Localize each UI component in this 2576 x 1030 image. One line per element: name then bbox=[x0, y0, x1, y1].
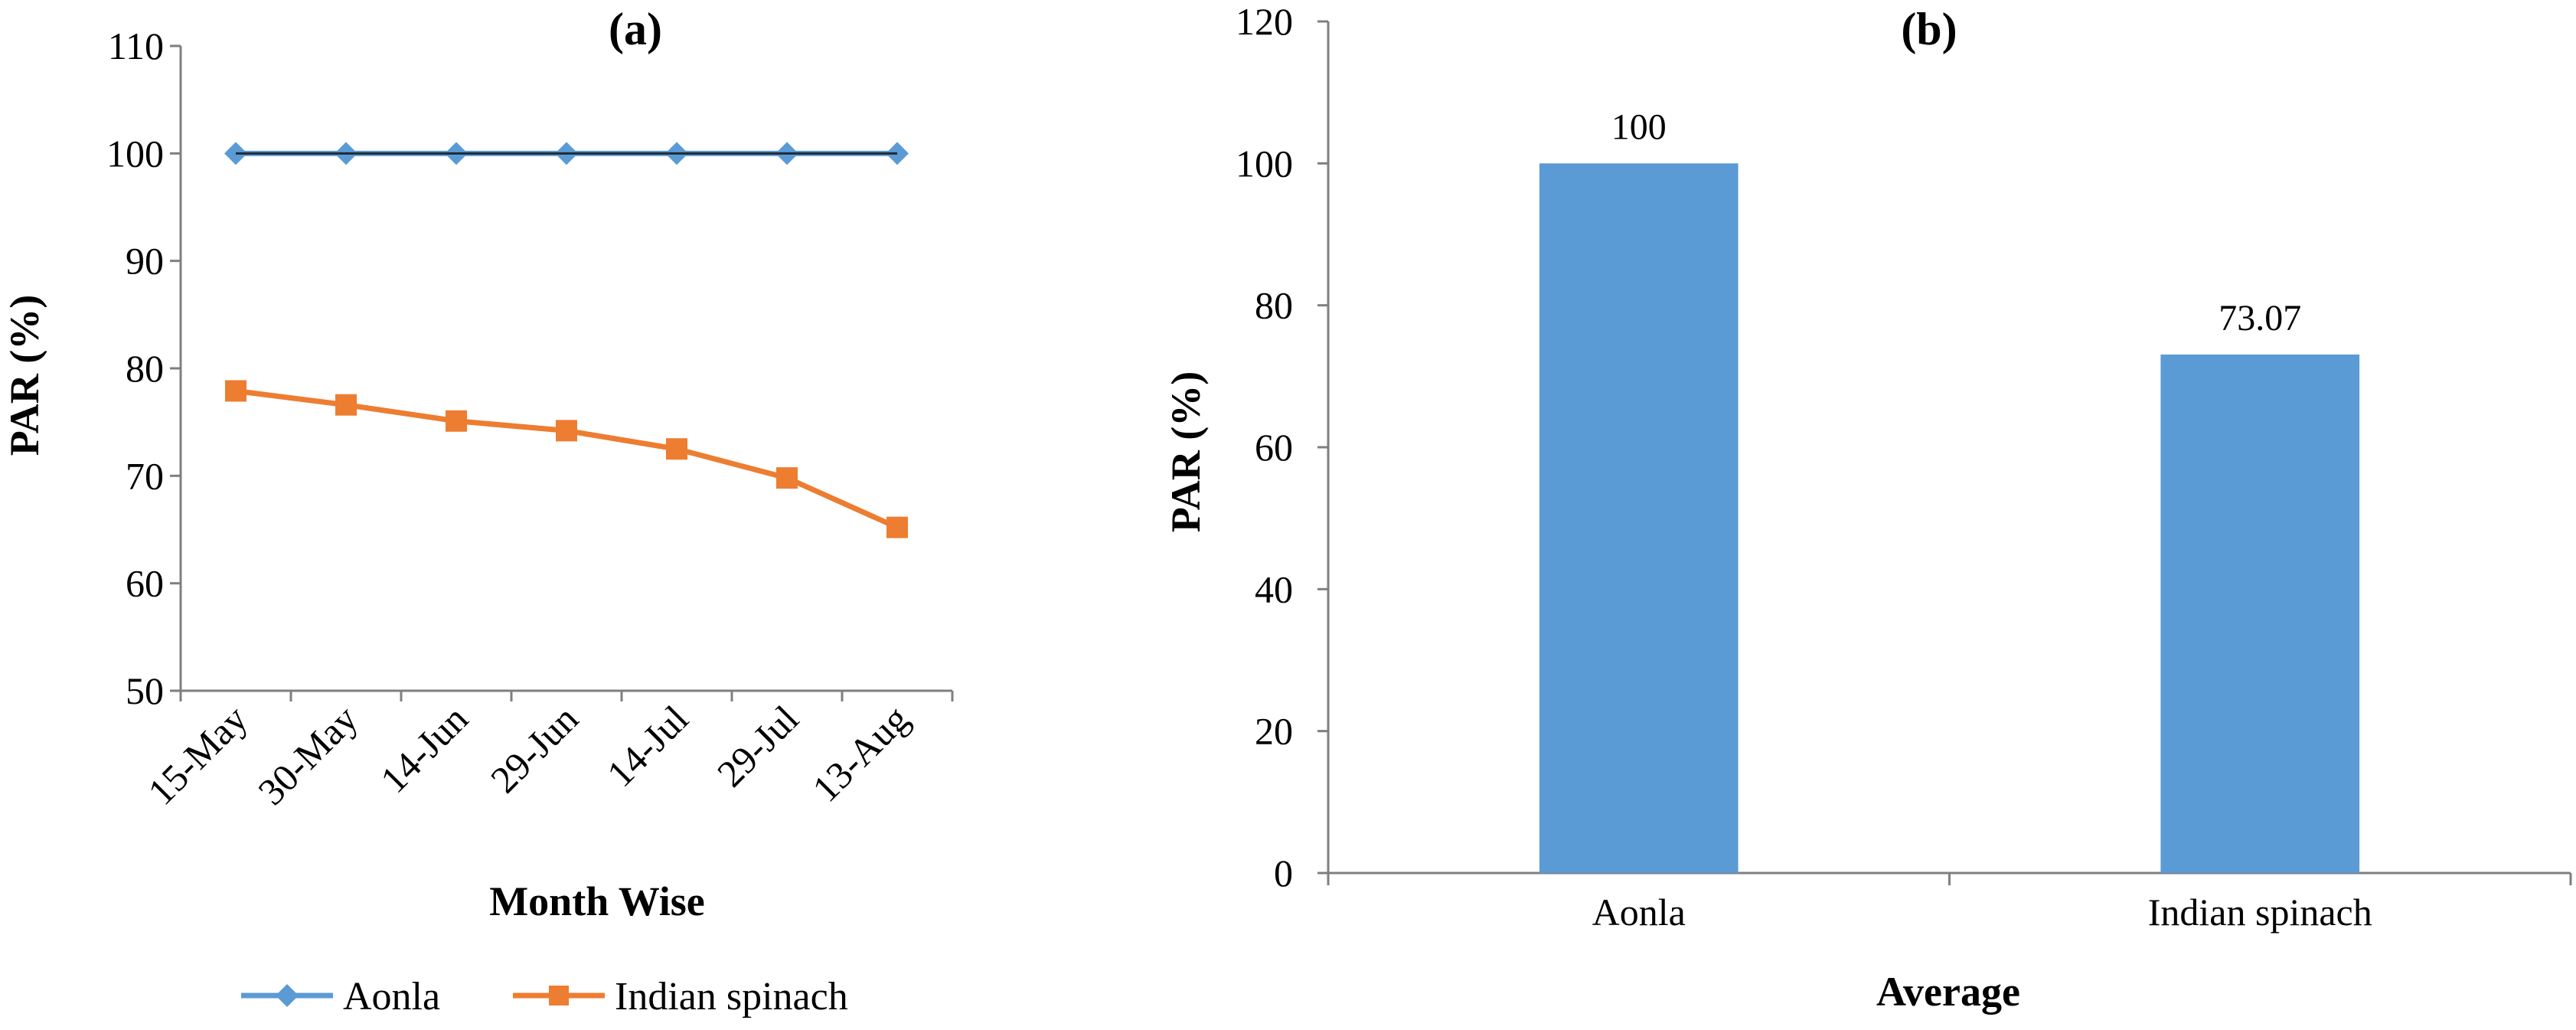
line-y-ticks: 50 60 70 80 90 100 110 bbox=[106, 25, 181, 712]
line-y-tick-label: 80 bbox=[126, 347, 164, 390]
line-x-tick-label: 14-Jul bbox=[599, 697, 697, 795]
bar-data-label-aonla: 100 bbox=[1611, 106, 1667, 147]
bar-chart-panel: (b) 0 20 40 60 80 100 120 100 Aonla 73.07 Indian … bbox=[1163, 0, 2572, 1015]
bar-y-ticks: 0 20 40 60 80 100 120 bbox=[1236, 0, 1328, 894]
bar-y-axis-title: PAR (%) bbox=[1163, 371, 1209, 532]
bar-y-tick-label: 40 bbox=[1255, 567, 1293, 610]
line-x-axis-title: Month Wise bbox=[489, 878, 705, 924]
panel-b-title: (b) bbox=[1901, 4, 1957, 54]
line-y-tick-label: 60 bbox=[126, 562, 164, 605]
line-x-tick-label: 29-Jun bbox=[482, 697, 586, 801]
legend-aonla-marker bbox=[276, 984, 299, 1007]
indian-spinach-point bbox=[446, 410, 467, 432]
indian-spinach-point bbox=[556, 420, 577, 442]
indian-spinach-point bbox=[666, 438, 687, 460]
legend-indian-spinach-label: Indian spinach bbox=[615, 975, 848, 1019]
line-x-tick-label: 30-May bbox=[250, 697, 366, 813]
legend: Aonla Indian spinach bbox=[241, 975, 848, 1019]
line-y-tick-label: 110 bbox=[108, 25, 164, 67]
legend-item-indian-spinach: Indian spinach bbox=[513, 975, 848, 1019]
bar-x-axis-title: Average bbox=[1876, 969, 2020, 1015]
bar-x-tick-label-indian-spinach: Indian spinach bbox=[2148, 891, 2372, 934]
indian-spinach-point bbox=[776, 467, 798, 489]
series-line-indian-spinach bbox=[235, 387, 899, 530]
line-x-tick-label: 29-Jul bbox=[709, 697, 807, 795]
bar-series: 100 Aonla 73.07 Indian spinach bbox=[1327, 106, 2572, 934]
indian-spinach-point bbox=[225, 380, 246, 402]
line-series bbox=[224, 142, 909, 538]
bar-y-tick-label: 20 bbox=[1255, 710, 1293, 753]
line-y-axis-title: PAR (%) bbox=[2, 295, 47, 456]
bar-indian-spinach bbox=[2160, 354, 2360, 874]
legend-indian-spinach-marker bbox=[549, 986, 569, 1005]
legend-item-aonla: Aonla bbox=[241, 975, 440, 1019]
line-y-tick-label: 70 bbox=[126, 454, 164, 497]
bar-x-tick-label-aonla: Aonla bbox=[1592, 891, 1686, 934]
indian-spinach-point bbox=[335, 394, 357, 416]
line-x-tick-label: 15-May bbox=[139, 697, 256, 813]
bar-aonla bbox=[1539, 163, 1739, 874]
bar-y-tick-label: 0 bbox=[1274, 852, 1293, 894]
bar-y-tick-label: 80 bbox=[1255, 284, 1293, 327]
bar-y-tick-label: 60 bbox=[1255, 426, 1293, 469]
bar-data-label-indian-spinach: 73.07 bbox=[2218, 298, 2301, 338]
line-x-tick-label: 14-Jun bbox=[372, 697, 476, 801]
line-y-tick-label: 90 bbox=[126, 240, 164, 283]
line-y-tick-label: 50 bbox=[126, 669, 164, 712]
bar-y-tick-label: 120 bbox=[1236, 0, 1293, 43]
panel-a-title: (a) bbox=[609, 4, 662, 54]
indian-spinach-point bbox=[886, 516, 908, 538]
legend-aonla-label: Aonla bbox=[343, 975, 440, 1019]
line-x-tick-label: 13-Aug bbox=[804, 697, 917, 810]
bar-y-tick-label: 100 bbox=[1236, 142, 1293, 185]
line-y-tick-label: 100 bbox=[106, 132, 164, 175]
